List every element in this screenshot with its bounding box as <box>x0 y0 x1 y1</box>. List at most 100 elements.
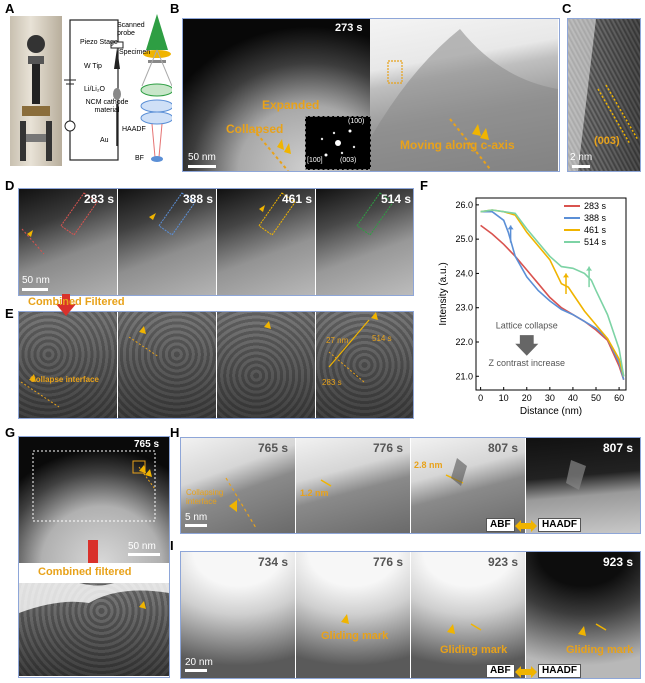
i-time-4: 923 s <box>603 555 634 569</box>
annotation-lattice-collapse: Lattice collapse <box>496 320 558 330</box>
label-lili2o: Li/Li₂O <box>84 86 106 93</box>
e-frame-1 <box>19 312 117 418</box>
h-frame-1 <box>181 438 295 533</box>
y-tick-label: 21.0 <box>455 371 473 381</box>
panel-label-i: I <box>170 538 174 553</box>
d-time-4: 514 s <box>381 192 412 206</box>
y-tick-label: 24.0 <box>455 268 473 278</box>
i-frame-3 <box>411 552 525 678</box>
scale-label-d: 50 nm <box>22 275 50 286</box>
d-time-3: 461 s <box>282 192 313 206</box>
i-time-3: 923 s <box>488 555 519 569</box>
legend-label: 388 s <box>584 213 607 223</box>
y-tick-label: 26.0 <box>455 200 473 210</box>
label-combined-g: Combined filtered <box>38 566 132 578</box>
h-time-1: 765 s <box>258 441 289 455</box>
x-tick-label: 50 <box>591 393 601 403</box>
label-wtip: W Tip <box>84 63 102 70</box>
x-tick-label: 0 <box>478 393 483 403</box>
e-image-row <box>19 312 413 418</box>
e-t1: 514 s <box>372 334 392 343</box>
scalebar-h <box>185 524 207 527</box>
label-collapsed: Collapsed <box>226 122 284 136</box>
scale-label-h: 5 nm <box>185 512 208 523</box>
d-frame-3 <box>217 189 315 295</box>
label-expanded: Expanded <box>262 98 320 112</box>
arrow-461-head <box>563 273 569 278</box>
h-frame-3 <box>411 438 525 533</box>
x-tick-label: 30 <box>545 393 555 403</box>
scale-label-g: 50 nm <box>128 541 156 552</box>
annotation-arrow <box>515 335 539 356</box>
h-time-4: 807 s <box>603 441 634 455</box>
intensity-chart: 0 10 20 30 40 50 60 21.0 22.0 23.0 24.0 25.0 26.0 Dis… <box>438 197 627 417</box>
h-frame-2 <box>296 438 410 533</box>
scalebar-b <box>188 165 216 168</box>
x-axis-label: Distance (nm) <box>520 406 582 417</box>
e-frame-2 <box>118 312 216 418</box>
d-time-2: 388 s <box>183 192 214 206</box>
h-d1: 1.2 nm <box>300 488 329 498</box>
h-image-row <box>181 438 640 533</box>
y-tick-label: 23.0 <box>455 303 473 313</box>
i-image-row <box>181 552 640 678</box>
b-overlay <box>370 29 558 171</box>
scalebar-i <box>185 669 207 672</box>
scale-label-b: 50 nm <box>188 152 216 163</box>
i-time-1: 734 s <box>258 555 289 569</box>
panel-label-c: C <box>562 1 572 16</box>
series-line-514-s <box>480 209 625 377</box>
legend-label: 461 s <box>584 225 607 235</box>
y-axis-label: Intensity (a.u.) <box>438 262 449 325</box>
panel-d-frame <box>18 188 414 296</box>
legend-label: 514 s <box>584 237 607 247</box>
panel-h-frame <box>180 437 641 534</box>
abf-tag-i: ABF <box>486 664 515 678</box>
h-d2: 2.8 nm <box>414 460 443 470</box>
d-frame-4 <box>316 189 413 295</box>
holder-photo <box>10 16 62 166</box>
swap-arrow-h <box>515 519 537 537</box>
gliding-mark-1: Gliding mark <box>321 630 389 642</box>
time-g: 765 s <box>134 439 160 450</box>
y-tick-label: 25.0 <box>455 234 473 244</box>
panel-label-f: F <box>420 178 428 193</box>
down-arrow-e <box>56 294 76 316</box>
panel-label-d: D <box>5 178 15 193</box>
y-tick-label: 22.0 <box>455 337 473 347</box>
x-tick-label: 40 <box>568 393 578 403</box>
plot-frame <box>475 197 627 391</box>
diff-zone: [100] <box>307 157 323 164</box>
diff-100: (100) <box>348 118 365 125</box>
g-label-strip <box>19 563 169 583</box>
h-time-3: 807 s <box>488 441 519 455</box>
label-piezo: Piezo Stage <box>80 39 118 46</box>
diff-003: (003) <box>340 157 357 164</box>
i-frame-4 <box>526 552 640 678</box>
scalebar-d <box>22 288 48 291</box>
schematic-diagram <box>64 14 172 162</box>
scalebar-c <box>572 165 590 168</box>
scale-label-i: 20 nm <box>185 657 213 668</box>
arrow-388-head <box>507 225 514 230</box>
plane-c: (003) <box>594 135 620 147</box>
haadf-tag-h: HAADF <box>538 518 581 532</box>
diffraction-inset <box>305 116 371 170</box>
panel-i-frame <box>180 551 641 679</box>
haadf-tag-i: HAADF <box>538 664 581 678</box>
e-frame-4 <box>316 312 413 418</box>
panel-label-a: A <box>5 1 15 16</box>
x-tick-label: 20 <box>522 393 532 403</box>
i-frame-2 <box>296 552 410 678</box>
h-time-2: 776 s <box>373 441 404 455</box>
label-collapsing-interface: Collapsing interface <box>186 488 224 506</box>
label-probe: Scanned probe <box>117 22 145 37</box>
series-line-283-s <box>480 224 625 380</box>
arrow-514-head <box>586 266 593 271</box>
b-overlay-left <box>252 128 291 171</box>
d-image-row <box>19 189 413 295</box>
annotation-z-contrast: Z contrast increase <box>489 358 566 368</box>
panel-label-b: B <box>170 1 180 16</box>
label-bf: BF <box>135 155 144 162</box>
label-specimen: Specimen <box>119 49 151 56</box>
